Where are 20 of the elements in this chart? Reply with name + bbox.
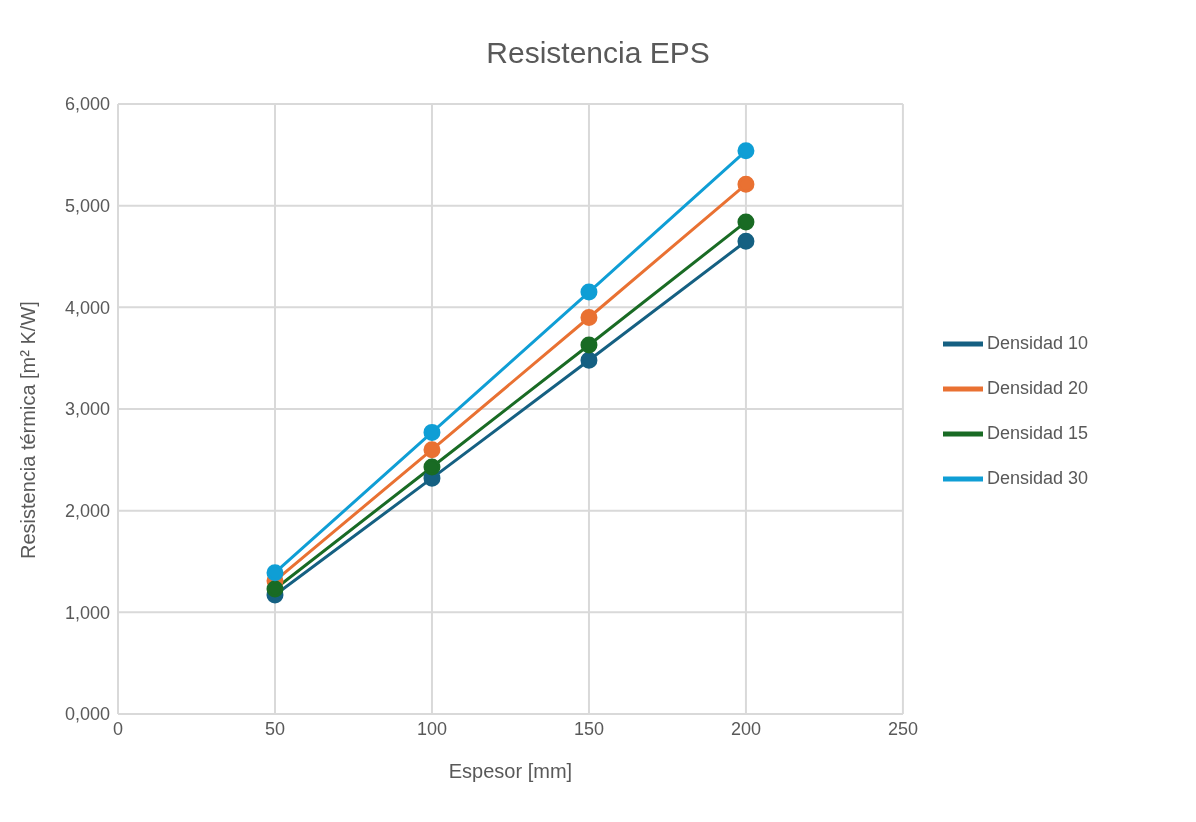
x-tick-label: 250	[887, 718, 918, 739]
y-tick-label: 6,000	[64, 94, 110, 115]
x-tick-label: 0	[112, 718, 124, 739]
y-tick-label: 3,000	[64, 399, 110, 420]
legend-label: Densidad 30	[986, 468, 1088, 488]
x-tick-label: 50	[264, 718, 285, 739]
legend-label: Densidad 20	[986, 378, 1088, 398]
y-tick-label: 5,000	[64, 196, 110, 217]
y-tick-label: 1,000	[64, 602, 110, 623]
x-axis-title: Espesor [mm]	[448, 760, 573, 782]
legend-label: Densidad 10	[986, 333, 1088, 353]
y-tick-label: 2,000	[64, 501, 110, 522]
x-tick-label: 150	[573, 718, 604, 739]
y-tick-label: 0,000	[64, 704, 110, 725]
y-tick-label: 4,000	[64, 297, 110, 318]
chart-title: Resistencia EPS	[485, 36, 711, 70]
x-tick-label: 100	[416, 718, 447, 739]
x-tick-label: 200	[730, 718, 761, 739]
legend-label: Densidad 15	[986, 423, 1088, 443]
y-axis-title: Resistencia térmica [m² K/W]	[17, 301, 40, 559]
